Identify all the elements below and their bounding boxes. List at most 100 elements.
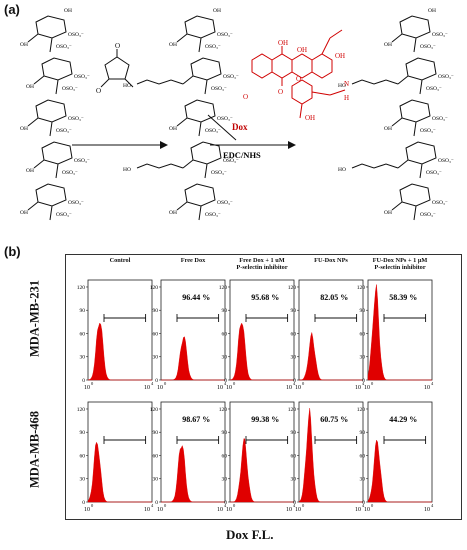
gate-percentage: 99.38 % xyxy=(251,415,279,424)
dox-label-h: H xyxy=(344,94,349,102)
x-tick-low: 10 xyxy=(295,385,301,391)
x-tick-high-exp: 4 xyxy=(151,381,154,386)
hydroxyl-label: OH xyxy=(384,42,392,48)
sulfate-label: OSO₃⁻ xyxy=(217,32,233,38)
x-tick-low-exp: 0 xyxy=(371,381,374,386)
x-tick-low-exp: 0 xyxy=(302,381,305,386)
histogram-fill xyxy=(230,438,294,503)
column-header: Control xyxy=(82,257,158,264)
x-tick-high-exp: 4 xyxy=(362,381,365,386)
y-tick-label: 0 xyxy=(155,378,158,384)
sulfate-label: OSO₃⁻ xyxy=(205,44,221,50)
x-tick-low-exp: 0 xyxy=(164,381,167,386)
y-tick-label: 0 xyxy=(362,500,365,506)
y-tick-label: 60 xyxy=(360,453,366,459)
sulfate-label: OSO₃⁻ xyxy=(223,74,239,80)
hydroxyl-label: OH xyxy=(169,210,177,216)
y-tick-label: 0 xyxy=(293,500,296,506)
histogram-fill xyxy=(298,407,363,503)
column-header: FU-Dox NPs + 1 μM P-selectin inhibitor xyxy=(362,257,438,271)
reaction-arrow-2 xyxy=(207,114,296,149)
x-tick-low-exp: 0 xyxy=(91,503,94,508)
sulfate-label: OSO₃⁻ xyxy=(56,128,72,134)
y-tick-label: 30 xyxy=(291,477,297,483)
x-tick-low-exp: 0 xyxy=(302,503,305,508)
dox-label-oh-3: OH xyxy=(305,114,315,122)
column-header-line: Free Dox xyxy=(180,257,206,264)
x-tick-high: 10 xyxy=(355,507,361,513)
x-tick-high: 10 xyxy=(286,385,292,391)
y-tick-label: 0 xyxy=(155,500,158,506)
hydroxyl-label: OH xyxy=(169,42,177,48)
panel-b-letter: (b) xyxy=(4,244,21,259)
x-tick-high-exp: 4 xyxy=(293,381,296,386)
y-tick-label: 60 xyxy=(291,331,297,337)
x-tick-low: 10 xyxy=(84,507,90,513)
histogram-fill xyxy=(161,336,225,381)
sulfate-label: OSO₃⁻ xyxy=(68,32,84,38)
histogram-fill xyxy=(87,441,152,503)
y-tick-label: 0 xyxy=(82,500,85,506)
y-tick-label: 120 xyxy=(288,407,297,413)
histogram-fill xyxy=(161,445,225,503)
histogram-fill xyxy=(367,439,432,503)
x-tick-low: 10 xyxy=(157,385,163,391)
y-tick-label: 30 xyxy=(80,477,86,483)
y-tick-label: 0 xyxy=(82,378,85,384)
x-tick-high-exp: 4 xyxy=(362,503,365,508)
y-tick-label: 120 xyxy=(357,407,366,413)
y-tick-label: 0 xyxy=(362,378,365,384)
y-tick-label: 120 xyxy=(150,407,159,413)
carboxyl-ho-label: HO xyxy=(123,83,131,89)
column-header: FU-Dox NPs xyxy=(293,257,369,264)
sulfate-label: OSO₃⁻ xyxy=(217,116,233,122)
y-tick-label: 120 xyxy=(357,285,366,291)
x-tick-high-exp: 4 xyxy=(151,503,154,508)
sulfate-label: OSO₃⁻ xyxy=(74,74,90,80)
sulfate-label: OSO₃⁻ xyxy=(56,44,72,50)
sulfate-label: OSO₃⁻ xyxy=(432,200,448,206)
dox-label-o-3: O xyxy=(243,93,248,101)
y-tick-label: 90 xyxy=(222,308,228,314)
y-tick-label: 60 xyxy=(291,453,297,459)
terminal-oh-label: OH xyxy=(428,8,436,14)
sulfate-label: OSO₃⁻ xyxy=(74,158,90,164)
dox-label-n: N xyxy=(344,80,349,88)
x-tick-high: 10 xyxy=(424,385,430,391)
x-tick-high: 10 xyxy=(144,385,150,391)
gate-percentage: 82.05 % xyxy=(320,293,348,302)
sulfate-label: OSO₃⁻ xyxy=(211,170,227,176)
x-tick-low: 10 xyxy=(157,507,163,513)
dox-label-o-1: OH xyxy=(278,39,288,47)
sulfate-label: OSO₃⁻ xyxy=(438,74,454,80)
x-tick-high-exp: 4 xyxy=(224,381,227,386)
terminal-oh-label: OH xyxy=(213,8,221,14)
x-tick-low-exp: 0 xyxy=(164,503,167,508)
y-tick-label: 30 xyxy=(222,355,228,361)
sulfate-label: OSO₃⁻ xyxy=(62,86,78,92)
y-tick-label: 60 xyxy=(360,331,366,337)
sulfate-label: OSO₃⁻ xyxy=(205,128,221,134)
y-tick-label: 60 xyxy=(153,331,159,337)
x-tick-low: 10 xyxy=(364,507,370,513)
succinic-anhydride: O O xyxy=(96,42,134,95)
dox-label-o-4: O xyxy=(296,75,301,83)
sulfate-label: OSO₃⁻ xyxy=(68,200,84,206)
gate-percentage: 60.75 % xyxy=(320,415,348,424)
x-tick-high-exp: 4 xyxy=(431,503,434,508)
x-tick-low: 10 xyxy=(295,507,301,513)
x-tick-high: 10 xyxy=(355,385,361,391)
hydroxyl-label: OH xyxy=(26,84,34,90)
x-tick-high-exp: 4 xyxy=(431,381,434,386)
y-tick-label: 120 xyxy=(219,407,228,413)
carboxyl-ho-label: HO xyxy=(338,167,346,173)
y-tick-label: 30 xyxy=(222,477,228,483)
sulfate-label: OSO₃⁻ xyxy=(223,158,239,164)
